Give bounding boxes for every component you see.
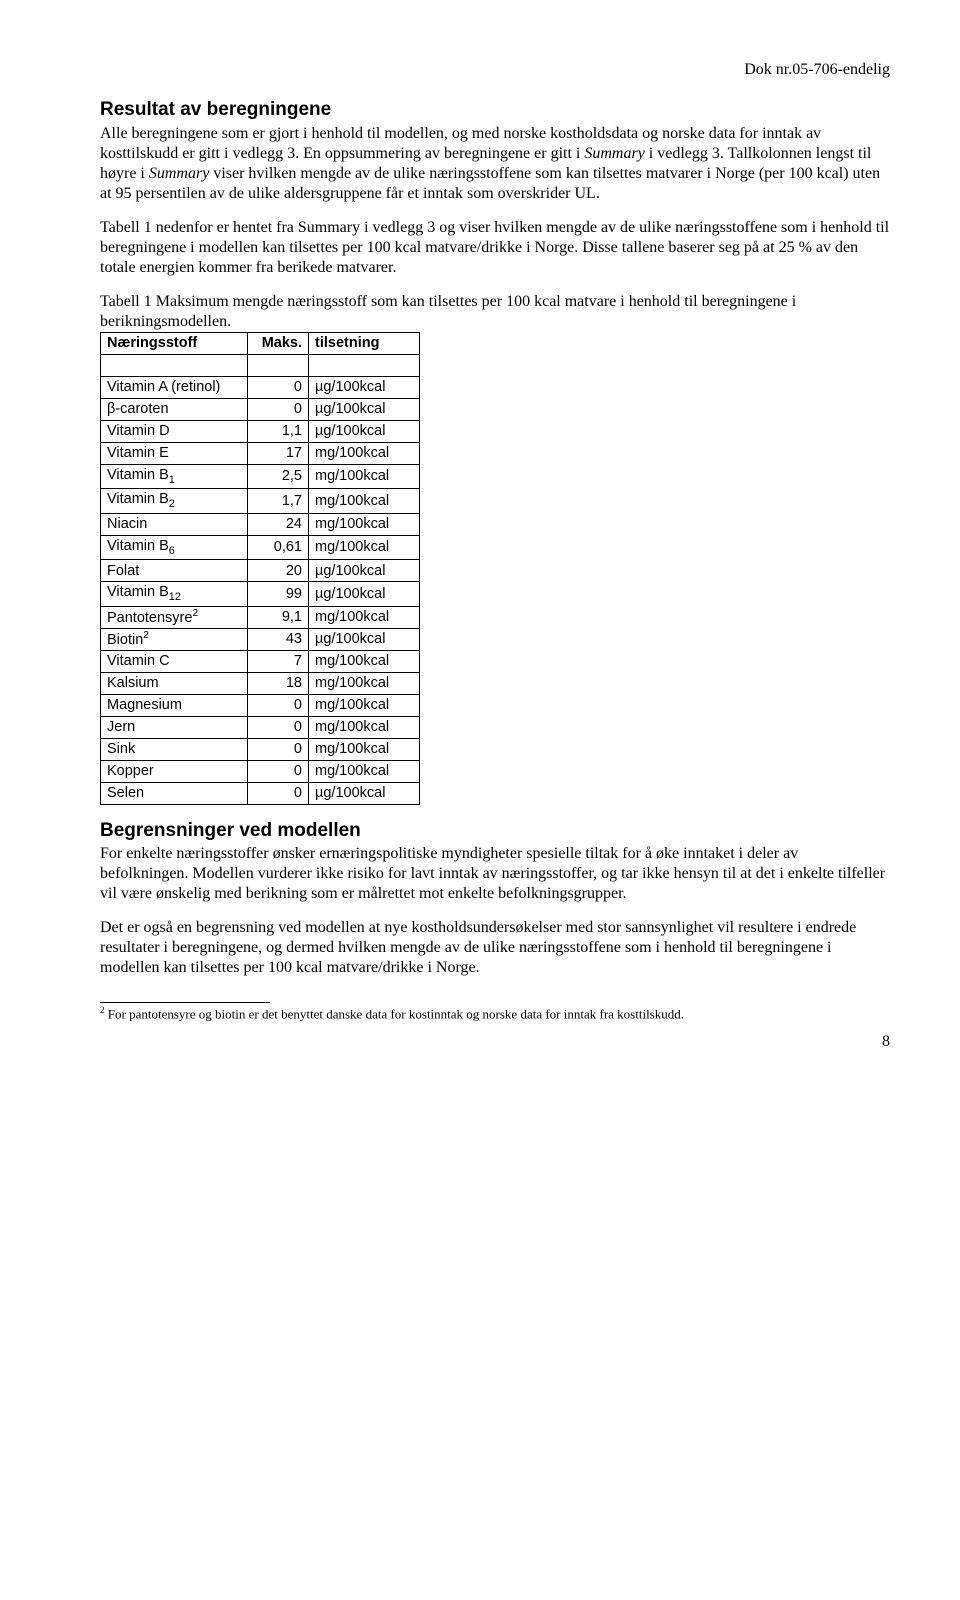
cell-value: 20	[248, 560, 309, 582]
cell-unit: µg/100kcal	[309, 420, 420, 442]
cell-unit: µg/100kcal	[309, 560, 420, 582]
cell-name: Sink	[101, 738, 248, 760]
cell-name: Vitamin B2	[101, 489, 248, 513]
s1p1-e: viser hvilken mengde av de ulike nærings…	[100, 165, 880, 202]
cell-name: Vitamin E	[101, 442, 248, 464]
table-row: Kopper0mg/100kcal	[101, 760, 420, 782]
section1-para2: Tabell 1 nedenfor er hentet fra Summary …	[100, 218, 890, 278]
section2-title: Begrensninger ved modellen	[100, 819, 890, 843]
cell-value: 0	[248, 738, 309, 760]
cell-unit: mg/100kcal	[309, 606, 420, 628]
cell-value: 99	[248, 582, 309, 606]
cell-name: Vitamin A (retinol)	[101, 376, 248, 398]
th-nutrient: Næringsstoff	[101, 332, 248, 354]
cell-name: Selen	[101, 782, 248, 804]
table-caption-text: Tabell 1 Maksimum mengde næringsstoff so…	[100, 293, 796, 330]
cell-name: Jern	[101, 716, 248, 738]
section2-para2: Det er også en begrensning ved modellen …	[100, 918, 890, 978]
cell-name: Pantotensyre2	[101, 606, 248, 628]
cell-unit: mg/100kcal	[309, 716, 420, 738]
cell-value: 0	[248, 398, 309, 420]
footnote-text: For pantotensyre og biotin er det benytt…	[105, 1007, 684, 1022]
table-row: Vitamin C7mg/100kcal	[101, 650, 420, 672]
table-row: Niacin24mg/100kcal	[101, 513, 420, 535]
table-row: Magnesium0mg/100kcal	[101, 694, 420, 716]
section2-para1: For enkelte næringsstoffer ønsker ernæri…	[100, 844, 890, 904]
cell-unit: µg/100kcal	[309, 398, 420, 420]
cell-unit: mg/100kcal	[309, 738, 420, 760]
section1-para1: Alle beregningene som er gjort i henhold…	[100, 124, 890, 204]
table-row: Folat20µg/100kcal	[101, 560, 420, 582]
cell-name: Vitamin B12	[101, 582, 248, 606]
table-row: Selen0µg/100kcal	[101, 782, 420, 804]
cell-name: Vitamin D	[101, 420, 248, 442]
table-row: Sink0mg/100kcal	[101, 738, 420, 760]
table-row: β-caroten0µg/100kcal	[101, 398, 420, 420]
table-caption: Tabell 1 Maksimum mengde næringsstoff so…	[100, 292, 890, 332]
table-header-row: Næringsstoff Maks. tilsetning	[101, 332, 420, 354]
table-row: Biotin243µg/100kcal	[101, 628, 420, 650]
table-row: Vitamin D1,1µg/100kcal	[101, 420, 420, 442]
footnote: 2 For pantotensyre og biotin er det beny…	[100, 1005, 890, 1022]
cell-value: 7	[248, 650, 309, 672]
table-row: Vitamin B21,7mg/100kcal	[101, 489, 420, 513]
cell-value: 1,1	[248, 420, 309, 442]
cell-unit: mg/100kcal	[309, 694, 420, 716]
cell-value: 0	[248, 376, 309, 398]
s1p1-b: Summary	[584, 145, 644, 162]
cell-unit: mg/100kcal	[309, 442, 420, 464]
cell-name: Vitamin C	[101, 650, 248, 672]
footnote-separator	[100, 1002, 270, 1003]
cell-value: 0,61	[248, 535, 309, 559]
cell-unit: µg/100kcal	[309, 782, 420, 804]
table-row: Vitamin E17mg/100kcal	[101, 442, 420, 464]
table-row: Pantotensyre29,1mg/100kcal	[101, 606, 420, 628]
cell-unit: mg/100kcal	[309, 672, 420, 694]
cell-name: Kopper	[101, 760, 248, 782]
th-unit: tilsetning	[309, 332, 420, 354]
page-number: 8	[100, 1032, 890, 1052]
doc-reference: Dok nr.05-706-endelig	[100, 60, 890, 80]
cell-value: 17	[248, 442, 309, 464]
cell-unit: mg/100kcal	[309, 535, 420, 559]
cell-value: 43	[248, 628, 309, 650]
nutrient-table: Næringsstoff Maks. tilsetning Vitamin A …	[100, 332, 420, 805]
cell-value: 2,5	[248, 464, 309, 488]
cell-value: 1,7	[248, 489, 309, 513]
cell-value: 0	[248, 760, 309, 782]
cell-unit: mg/100kcal	[309, 464, 420, 488]
cell-name: Kalsium	[101, 672, 248, 694]
cell-value: 0	[248, 782, 309, 804]
table-row: Vitamin B12,5mg/100kcal	[101, 464, 420, 488]
cell-unit: mg/100kcal	[309, 489, 420, 513]
cell-value: 0	[248, 716, 309, 738]
table-row: Vitamin B60,61mg/100kcal	[101, 535, 420, 559]
cell-value: 24	[248, 513, 309, 535]
cell-unit: mg/100kcal	[309, 513, 420, 535]
cell-name: Biotin2	[101, 628, 248, 650]
table-row: Vitamin A (retinol)0µg/100kcal	[101, 376, 420, 398]
table-spacer-row	[101, 354, 420, 376]
cell-name: Niacin	[101, 513, 248, 535]
table-row: Vitamin B1299µg/100kcal	[101, 582, 420, 606]
table-row: Jern0mg/100kcal	[101, 716, 420, 738]
cell-value: 9,1	[248, 606, 309, 628]
s1p1-d: Summary	[149, 165, 209, 182]
cell-name: Folat	[101, 560, 248, 582]
cell-unit: µg/100kcal	[309, 628, 420, 650]
cell-unit: mg/100kcal	[309, 760, 420, 782]
cell-unit: µg/100kcal	[309, 582, 420, 606]
cell-name: Vitamin B6	[101, 535, 248, 559]
cell-unit: µg/100kcal	[309, 376, 420, 398]
th-max: Maks.	[248, 332, 309, 354]
cell-value: 18	[248, 672, 309, 694]
cell-name: β-caroten	[101, 398, 248, 420]
cell-name: Vitamin B1	[101, 464, 248, 488]
cell-unit: mg/100kcal	[309, 650, 420, 672]
section1-title: Resultat av beregningene	[100, 98, 890, 122]
cell-name: Magnesium	[101, 694, 248, 716]
table-row: Kalsium18mg/100kcal	[101, 672, 420, 694]
cell-value: 0	[248, 694, 309, 716]
